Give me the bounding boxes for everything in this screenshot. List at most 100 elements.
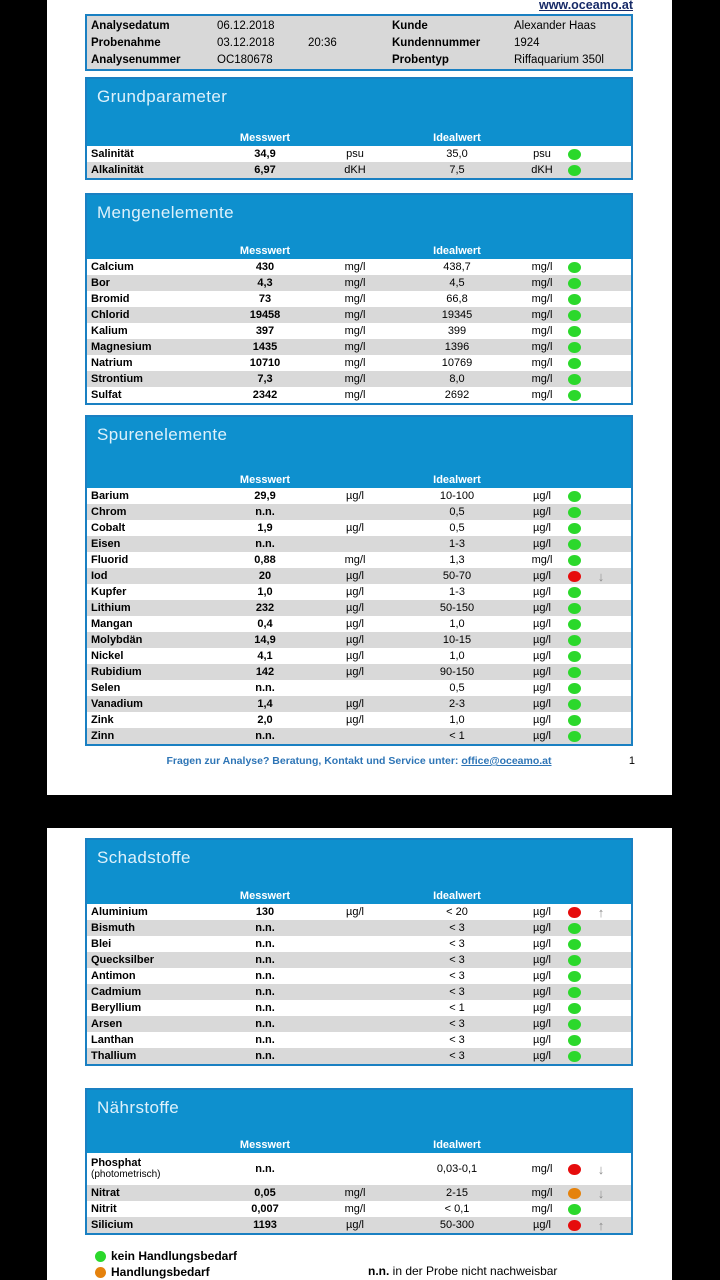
status-dot-cell [560,970,588,982]
table-row: Antimon n.n. < 3 µg/l [87,968,631,984]
idealwert-unit: mg/l [531,389,553,401]
section-title-area: Mengenelemente [87,195,631,243]
table-row: Silicium 1193 µg/l 50-300 µg/l ↑ [87,1217,631,1233]
status-dot-cell [560,1203,588,1215]
param-name: Bor [87,277,210,289]
messwert-value: 14,9 [254,634,276,646]
table-row: Nitrit 0,007 mg/l < 0,1 mg/l [87,1201,631,1217]
param-name-text: Lithium [91,601,131,614]
legend-line-orange: Handlungsbedarf [95,1264,237,1280]
param-name-text: Alkalinität [91,163,144,176]
status-dot-cell [560,954,588,966]
down-arrow-icon: ↓ [597,1185,605,1201]
messwert-unit: mg/l [344,373,366,385]
messwert-value: n.n. [255,1018,275,1030]
info-label: Kundennummer [392,36,481,49]
table-row: Beryllium n.n. < 1 µg/l [87,1000,631,1016]
param-name-text: Quecksilber [91,953,154,966]
idealwert-value: 1,0 [449,650,465,662]
table-row: Thallium n.n. < 3 µg/l [87,1048,631,1064]
status-dot-cell [560,906,588,918]
messwert-value: n.n. [255,538,275,550]
idealwert-unit: mg/l [531,341,553,353]
info-value: 1924 [514,36,540,49]
param-name-text: Aluminium [91,905,148,918]
idealwert-value: 35,0 [446,148,468,160]
green-status-dot-icon [567,634,581,646]
messwert-value: 19458 [249,309,281,321]
param-name: Kupfer [87,586,210,598]
idealwert-unit: µg/l [533,1050,551,1062]
table-row: Chrom n.n. 0,5 µg/l [87,504,631,520]
param-name-text: Natrium [91,356,133,369]
param-name-text: Nitrit [91,1202,117,1215]
param-name-text: Strontium [91,372,143,385]
section-title: Mengenelemente [97,203,234,222]
idealwert-unit: mg/l [531,373,553,385]
table-row: Zink 2,0 µg/l 1,0 µg/l [87,712,631,728]
green-status-dot-icon [567,970,581,982]
column-header-row: Messwert Idealwert [87,130,631,146]
param-name: Quecksilber [87,953,210,966]
idealwert-value: 19345 [441,309,473,321]
down-arrow-icon: ↓ [597,568,605,584]
messwert-value: 1,0 [257,586,273,598]
up-arrow-icon: ↑ [597,904,605,920]
messwert-value: n.n. [255,730,275,742]
site-url-link[interactable]: www.oceamo.at [538,0,633,12]
param-name-text: Mangan [91,617,133,630]
param-name: Beryllium [87,1001,210,1014]
table-row: Chlorid 19458 mg/l 19345 mg/l [87,307,631,323]
param-name-text: Eisen [91,537,121,550]
idealwert-column-header: Idealwert [433,474,481,486]
idealwert-unit: psu [533,148,551,160]
status-dot-cell [560,261,588,273]
param-name: Natrium [87,356,210,369]
idealwert-value: < 3 [449,970,465,982]
param-name: Phosphat (photometrisch) [87,1158,210,1181]
messwert-value: n.n. [255,1034,275,1046]
idealwert-value: 399 [447,325,467,337]
table-row: Sulfat 2342 mg/l 2692 mg/l [87,387,631,403]
green-status-dot-icon [567,602,581,614]
idealwert-unit: µg/l [533,602,551,614]
section-title: Schadstoffe [97,848,191,867]
param-name-text: Sulfat [91,388,122,401]
section-title-area: Nährstoffe [87,1090,631,1137]
idealwert-value: 1,0 [449,714,465,726]
idealwert-value: < 3 [449,986,465,998]
param-name: Vanadium [87,697,210,710]
nn-abbr: n.n. [368,1264,390,1278]
footer-email-link[interactable]: office@oceamo.at [461,755,552,767]
idealwert-value: < 3 [449,1018,465,1030]
idealwert-unit: µg/l [533,938,551,950]
messwert-value: n.n. [255,506,275,518]
messwert-unit: µg/l [346,522,364,534]
messwert-unit: dKH [344,164,366,176]
green-status-dot-icon [567,650,581,662]
messwert-column-header: Messwert [239,890,291,902]
param-name-text: Beryllium [91,1001,142,1014]
info-value: 03.12.2018 [217,36,275,49]
messwert-value: 6,97 [254,164,276,176]
idealwert-column-header: Idealwert [433,890,481,902]
param-name: Rubidium [87,666,210,678]
idealwert-unit: mg/l [531,277,553,289]
section-schadstoffe: Schadstoffe Messwert Idealwert Aluminium 130… [85,838,633,1066]
table-row: Mangan 0,4 µg/l 1,0 µg/l [87,616,631,632]
idealwert-unit: µg/l [533,1018,551,1030]
idealwert-unit: mg/l [531,1187,553,1199]
green-status-dot-icon [567,730,581,742]
param-name-text: Vanadium [91,697,143,710]
status-legend: kein Handlungsbedarf Handlungsbedarf [95,1248,237,1280]
table-row: Rubidium 142 µg/l 90-150 µg/l [87,664,631,680]
status-dot-cell [560,148,588,160]
green-dot-icon [95,1250,106,1262]
idealwert-column-header: Idealwert [433,132,481,144]
section-title-area: Spurenelemente [87,417,631,472]
down-arrow-icon: ↓ [597,1161,605,1177]
idealwert-value: 4,5 [449,277,465,289]
idealwert-value: 1,0 [449,618,465,630]
idealwert-unit: µg/l [533,970,551,982]
status-dot-cell [560,682,588,694]
